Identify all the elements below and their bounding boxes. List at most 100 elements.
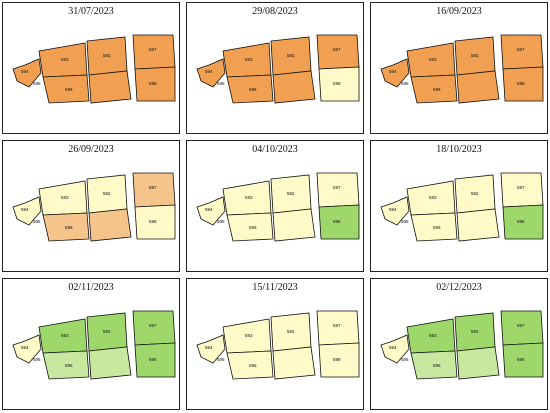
field-polygon [272, 346, 316, 380]
field-label: 598 [517, 357, 525, 362]
field-map: 593 592 594 595 596 597 598 [12, 172, 176, 242]
field-map: 593 592 594 595 596 597 598 [196, 172, 360, 242]
map-panel-1: 31/07/2023 593 592 594 595 596 597 598 [2, 2, 180, 134]
field-label: 593 [61, 333, 69, 338]
field-polygon [318, 342, 360, 378]
field-polygon [226, 212, 274, 242]
field-label: 596 [249, 363, 257, 368]
field-label: 598 [149, 219, 157, 224]
field-polygon [456, 208, 500, 242]
field-polygon [12, 58, 42, 88]
field-polygon [500, 34, 544, 70]
field-polygon [134, 66, 176, 102]
field-label: 592 [103, 191, 111, 196]
field-polygon [410, 350, 458, 380]
field-label: 596 [249, 87, 257, 92]
field-map: 593 592 594 595 596 597 598 [380, 310, 544, 380]
field-label: 597 [517, 323, 525, 328]
field-label: 593 [429, 333, 437, 338]
field-polygon [500, 172, 544, 208]
field-polygon [196, 334, 226, 364]
field-polygon [316, 172, 360, 208]
map-panel-7: 02/11/2023 593 592 594 595 596 597 598 [2, 278, 180, 410]
field-label: 598 [149, 81, 157, 86]
field-polygon [134, 204, 176, 240]
field-polygon [42, 212, 90, 242]
field-label: 592 [471, 53, 479, 58]
field-label: 593 [245, 195, 253, 200]
map-panel-3: 16/09/2023 593 592 594 595 596 597 598 [370, 2, 548, 134]
field-polygon [410, 212, 458, 242]
field-label: 595 [401, 357, 409, 362]
field-polygon [318, 66, 360, 102]
field-label: 597 [149, 185, 157, 190]
field-label: 596 [433, 363, 441, 368]
field-polygon [318, 204, 360, 240]
panel-date: 02/12/2023 [436, 282, 482, 293]
field-polygon [502, 204, 544, 240]
map-panel-2: 29/08/2023 593 592 594 595 596 597 598 [186, 2, 364, 134]
field-label: 595 [217, 357, 225, 362]
map-panel-8: 15/11/2023 593 592 594 595 596 597 598 [186, 278, 364, 410]
field-label: 595 [33, 357, 41, 362]
field-label: 594 [21, 69, 29, 74]
field-label: 594 [389, 345, 397, 350]
field-polygon [316, 34, 360, 70]
field-polygon [12, 334, 42, 364]
field-label: 594 [389, 69, 397, 74]
field-map: 593 592 594 595 596 597 598 [12, 34, 176, 104]
field-map: 593 592 594 595 596 597 598 [380, 34, 544, 104]
field-polygon [226, 350, 274, 380]
field-label: 594 [205, 207, 213, 212]
field-label: 592 [103, 329, 111, 334]
field-label: 596 [65, 225, 73, 230]
field-label: 597 [149, 47, 157, 52]
field-polygon [456, 346, 500, 380]
field-label: 598 [333, 81, 341, 86]
field-label: 596 [65, 87, 73, 92]
field-polygon [196, 58, 226, 88]
field-polygon [316, 310, 360, 346]
field-polygon [196, 196, 226, 226]
field-label: 598 [333, 357, 341, 362]
field-label: 596 [249, 225, 257, 230]
field-label: 593 [429, 195, 437, 200]
field-label: 595 [217, 219, 225, 224]
field-polygon [272, 70, 316, 104]
field-polygon [380, 334, 410, 364]
panel-date: 04/10/2023 [252, 144, 298, 155]
field-map: 593 592 594 595 596 597 598 [196, 310, 360, 380]
field-label: 592 [287, 191, 295, 196]
field-polygon [88, 208, 132, 242]
field-label: 592 [471, 329, 479, 334]
field-label: 595 [33, 81, 41, 86]
field-label: 597 [333, 47, 341, 52]
field-polygon [226, 74, 274, 104]
panel-date: 31/07/2023 [68, 6, 114, 17]
field-label: 593 [245, 333, 253, 338]
panel-date: 16/09/2023 [436, 6, 482, 17]
field-polygon [134, 342, 176, 378]
field-label: 592 [471, 191, 479, 196]
field-label: 594 [389, 207, 397, 212]
field-polygon [88, 346, 132, 380]
field-label: 594 [21, 207, 29, 212]
field-map: 593 592 594 595 596 597 598 [196, 34, 360, 104]
field-polygon [12, 196, 42, 226]
field-label: 595 [401, 81, 409, 86]
field-polygon [88, 70, 132, 104]
field-label: 597 [517, 185, 525, 190]
field-label: 595 [33, 219, 41, 224]
field-label: 593 [61, 195, 69, 200]
field-label: 598 [333, 219, 341, 224]
field-polygon [42, 74, 90, 104]
field-polygon [502, 66, 544, 102]
field-label: 592 [287, 329, 295, 334]
field-label: 594 [205, 69, 213, 74]
field-label: 598 [517, 219, 525, 224]
field-polygon [132, 310, 176, 346]
panel-date: 26/09/2023 [68, 144, 114, 155]
field-label: 593 [245, 57, 253, 62]
field-map: 593 592 594 595 596 597 598 [380, 172, 544, 242]
map-panel-4: 26/09/2023 593 592 594 595 596 597 598 [2, 140, 180, 272]
